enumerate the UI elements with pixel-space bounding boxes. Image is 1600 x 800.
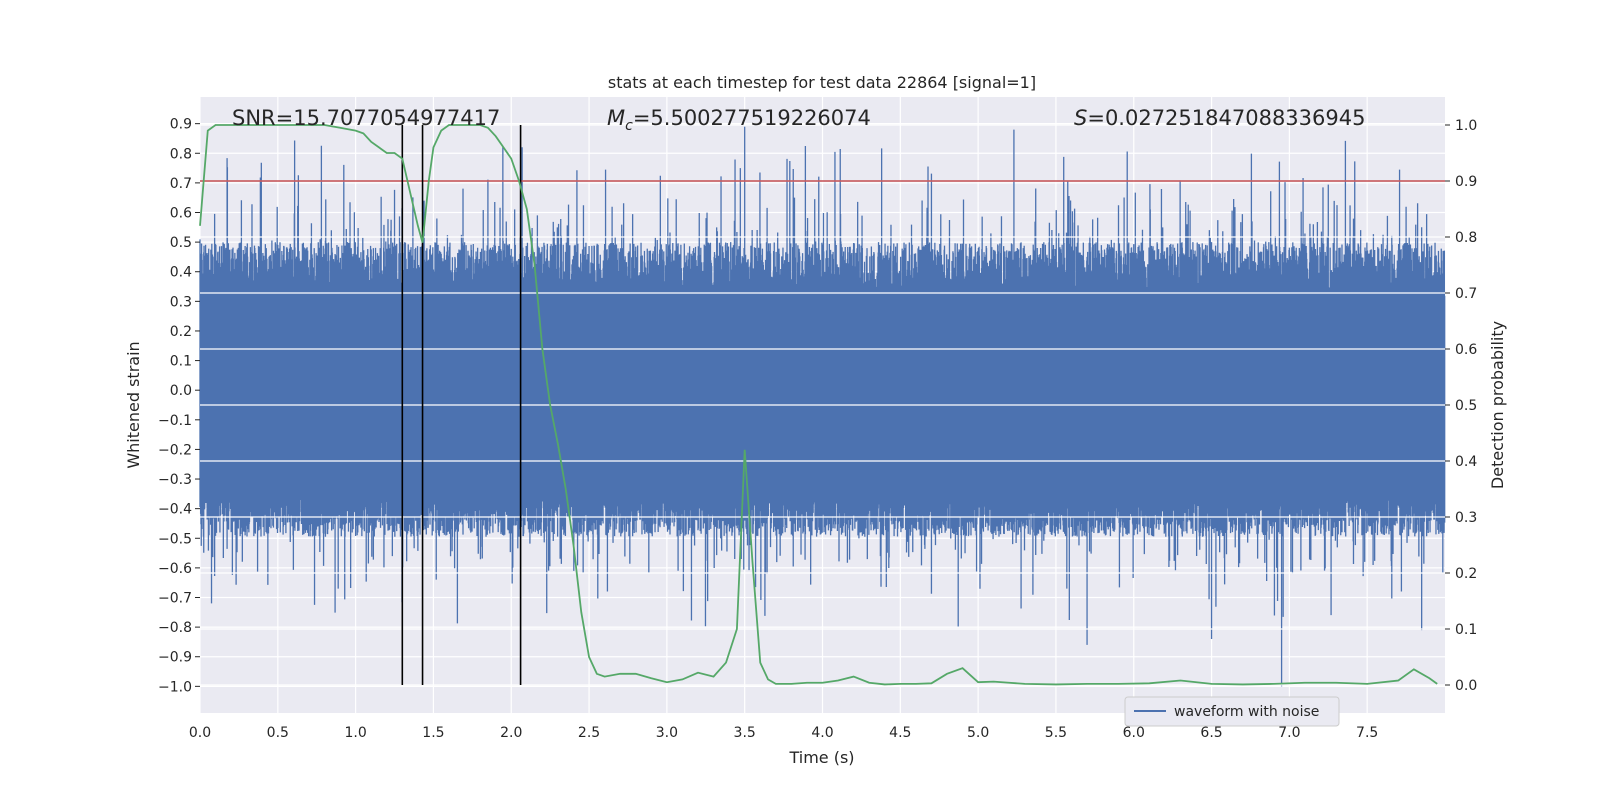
y-right-tick-label: 0.5 [1455, 398, 1477, 414]
waveform-line [199, 126, 1446, 687]
x-tick-label: 5.0 [967, 725, 989, 741]
x-tick-label: 4.5 [889, 725, 911, 741]
x-tick-label: 7.0 [1278, 725, 1300, 741]
legend-box [1124, 696, 1340, 727]
y-left-tick-label: −0.2 [158, 442, 192, 458]
y-left-tick-label: 0.4 [170, 265, 192, 281]
x-tick-label: 0.0 [189, 725, 211, 741]
y-right-tick-label: 0.3 [1455, 510, 1477, 526]
x-tick-label: 6.5 [1200, 725, 1222, 741]
x-tick-label: 2.5 [578, 725, 600, 741]
y-left-tick-label: −0.7 [158, 591, 192, 607]
s-value: =0.027251847088336945 [1087, 106, 1365, 130]
x-tick-label: 3.0 [656, 725, 678, 741]
x-tick-label: 3.5 [734, 725, 756, 741]
legend: waveform with noise [1124, 696, 1340, 727]
y-right-tick-label: 0.0 [1455, 678, 1477, 694]
probability-series [199, 124, 1438, 686]
x-tick-label: 1.0 [344, 725, 366, 741]
chart-title: stats at each timestep for test data 228… [608, 73, 1036, 92]
y-right-tick-label: 0.7 [1455, 286, 1477, 302]
chirp-mass-subscript: c [625, 118, 633, 134]
y-left-tick-label: −0.5 [158, 531, 192, 547]
y-right-tick-label: 0.6 [1455, 342, 1477, 358]
waveform-series [199, 126, 1446, 687]
axis-ticks: 0.0 0.5 1.0 1.5 2.0 2.5 3.0 3.5 4.0 4.5 5.0 5.5 6.0 6… [158, 117, 1477, 741]
y-left-tick-label: −1.0 [158, 679, 192, 695]
y-left-tick-label: 0.7 [170, 176, 192, 192]
x-tick-label: 7.5 [1356, 725, 1378, 741]
y-right-tick-label: 0.9 [1455, 174, 1477, 190]
legend-label-waveform: waveform with noise [1174, 704, 1319, 720]
s-symbol: S [1074, 106, 1087, 130]
chirp-mass-annotation: Mc=5.500277519226074 [607, 106, 871, 134]
y-left-tick-label: 0.9 [170, 117, 192, 133]
y-left-tick-label: 0.6 [170, 206, 192, 222]
y-right-tick-label: 0.1 [1455, 622, 1477, 638]
x-tick-label: 0.5 [267, 725, 289, 741]
overlay-grid-lines [200, 124, 1445, 686]
vertical-markers [401, 125, 522, 685]
x-tick-label: 1.5 [422, 725, 444, 741]
y-left-tick-label: 0.5 [170, 235, 192, 251]
y-left-tick-label: 0.2 [170, 324, 192, 340]
y-left-tick-label: −0.4 [158, 502, 192, 518]
y-left-tick-label: −0.6 [158, 561, 192, 577]
x-tick-label: 4.0 [811, 725, 833, 741]
y-right-tick-label: 0.2 [1455, 566, 1477, 582]
chirp-mass-symbol: M [607, 106, 625, 130]
x-axis-label: Time (s) [788, 748, 854, 767]
s-annotation: S=0.027251847088336945 [1074, 106, 1365, 130]
y-left-tick-label: −0.9 [158, 650, 192, 666]
y-axis-label-right: Detection probability [1488, 321, 1507, 489]
probability-line [199, 124, 1438, 686]
chirp-mass-value: =5.500277519226074 [633, 106, 871, 130]
snr-annotation: SNR=15.7077054977417 [232, 106, 500, 130]
y-left-tick-label: −0.3 [158, 472, 192, 488]
x-tick-label: 2.0 [500, 725, 522, 741]
x-tick-label: 6.0 [1123, 725, 1145, 741]
y-left-tick-label: 0.3 [170, 294, 192, 310]
y-left-tick-label: 0.1 [170, 354, 192, 370]
x-tick-label: 5.5 [1045, 725, 1067, 741]
y-left-tick-label: −0.8 [158, 620, 192, 636]
y-right-tick-label: 0.8 [1455, 230, 1477, 246]
y-left-tick-label: 0.0 [170, 383, 192, 399]
y-left-tick-label: 0.8 [170, 146, 192, 162]
y-left-tick-label: −0.1 [158, 413, 192, 429]
y-right-tick-label: 0.4 [1455, 454, 1477, 470]
y-right-tick-label: 1.0 [1455, 118, 1477, 134]
y-axis-label-left: Whitened strain [124, 341, 143, 468]
